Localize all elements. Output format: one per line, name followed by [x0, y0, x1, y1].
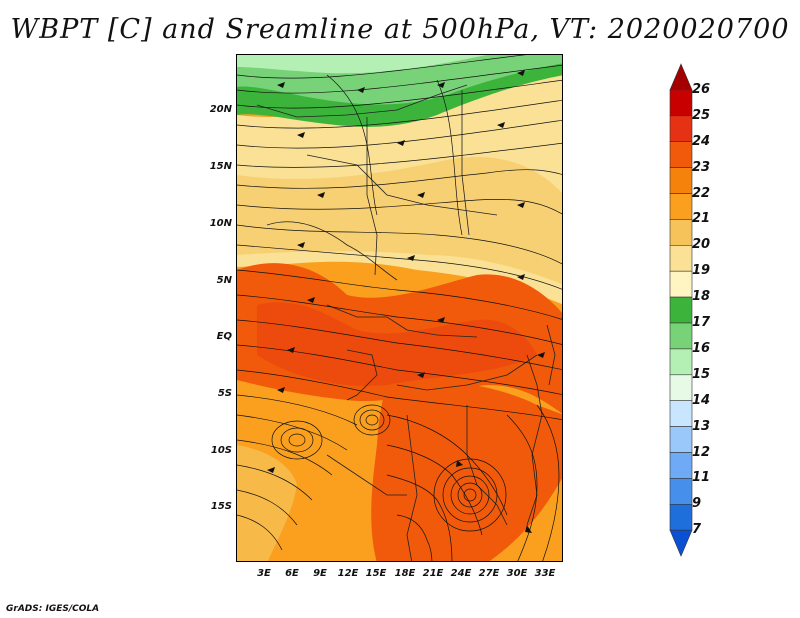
- colorbar-swatch: [669, 374, 693, 401]
- lat-label: 10S: [210, 445, 232, 456]
- credit-text: GrADS: IGES/COLA: [6, 604, 100, 614]
- colorbar-swatch: [669, 322, 693, 350]
- colorbar-label: 22: [692, 185, 711, 201]
- colorbar-swatch: [669, 529, 693, 557]
- lon-label: 12E: [337, 568, 359, 579]
- lon-label: 15E: [365, 568, 387, 579]
- colorbar-label: 25: [692, 107, 711, 123]
- colorbar-swatch: [669, 63, 693, 91]
- lon-label: 27E: [478, 568, 500, 579]
- colorbar-swatch: [669, 503, 693, 531]
- colorbar-swatch: [669, 167, 693, 194]
- map-panel: [236, 54, 563, 562]
- colorbar-swatch: [669, 141, 693, 168]
- colorbar-label: 14: [692, 392, 711, 408]
- lat-label: 15N: [209, 161, 232, 172]
- colorbar-label: 13: [692, 418, 711, 434]
- wbpt-field: [237, 55, 562, 561]
- colorbar-label: 16: [692, 340, 711, 356]
- colorbar-label: 12: [692, 444, 711, 460]
- lat-label: EQ: [216, 331, 232, 342]
- colorbar-swatch: [669, 452, 693, 479]
- lat-label: 5N: [216, 275, 232, 286]
- colorbar-swatch: [669, 400, 693, 427]
- colorbar-label: 15: [692, 366, 711, 382]
- colorbar-label: 17: [692, 315, 711, 330]
- colorbar-label: 20: [692, 237, 711, 253]
- colorbar-label: 21: [692, 211, 711, 227]
- colorbar-label: 23: [692, 159, 711, 175]
- colorbar-label: 18: [692, 289, 711, 305]
- lon-label: 30E: [506, 568, 528, 579]
- lat-label: 20N: [209, 104, 232, 115]
- lon-label: 3E: [257, 568, 271, 579]
- lon-label: 21E: [422, 568, 444, 579]
- colorbar-swatch: [669, 426, 693, 453]
- colorbar-swatch: [669, 245, 693, 272]
- colorbar-swatch: [669, 89, 693, 117]
- lat-label: 15S: [210, 501, 232, 512]
- colorbar-swatch: [669, 115, 693, 142]
- colorbar-label: 19: [692, 263, 711, 279]
- colorbar-swatch: [669, 478, 693, 505]
- colorbar-swatch: [669, 219, 693, 246]
- lat-label: 5S: [217, 388, 232, 399]
- colorbar-swatch: [669, 296, 693, 324]
- colorbar-swatch: [669, 270, 693, 298]
- lon-label: 18E: [394, 568, 416, 579]
- colorbar-label: 7: [692, 522, 702, 538]
- colorbar-swatch: [669, 348, 693, 376]
- colorbar-label: 24: [692, 133, 711, 149]
- lon-label: 33E: [534, 568, 556, 579]
- colorbar-label: 11: [692, 470, 711, 486]
- colorbar-label: 26: [692, 81, 711, 97]
- lon-label: 9E: [313, 568, 327, 579]
- colorbar: [669, 63, 693, 557]
- lat-label: 10N: [209, 218, 232, 229]
- lon-label: 6E: [285, 568, 299, 579]
- lon-label: 24E: [450, 568, 472, 579]
- colorbar-label: 9: [692, 496, 702, 512]
- plot-title: WBPT [C] and Sreamline at 500hPa, VT: 20…: [10, 14, 790, 45]
- colorbar-swatch: [669, 193, 693, 220]
